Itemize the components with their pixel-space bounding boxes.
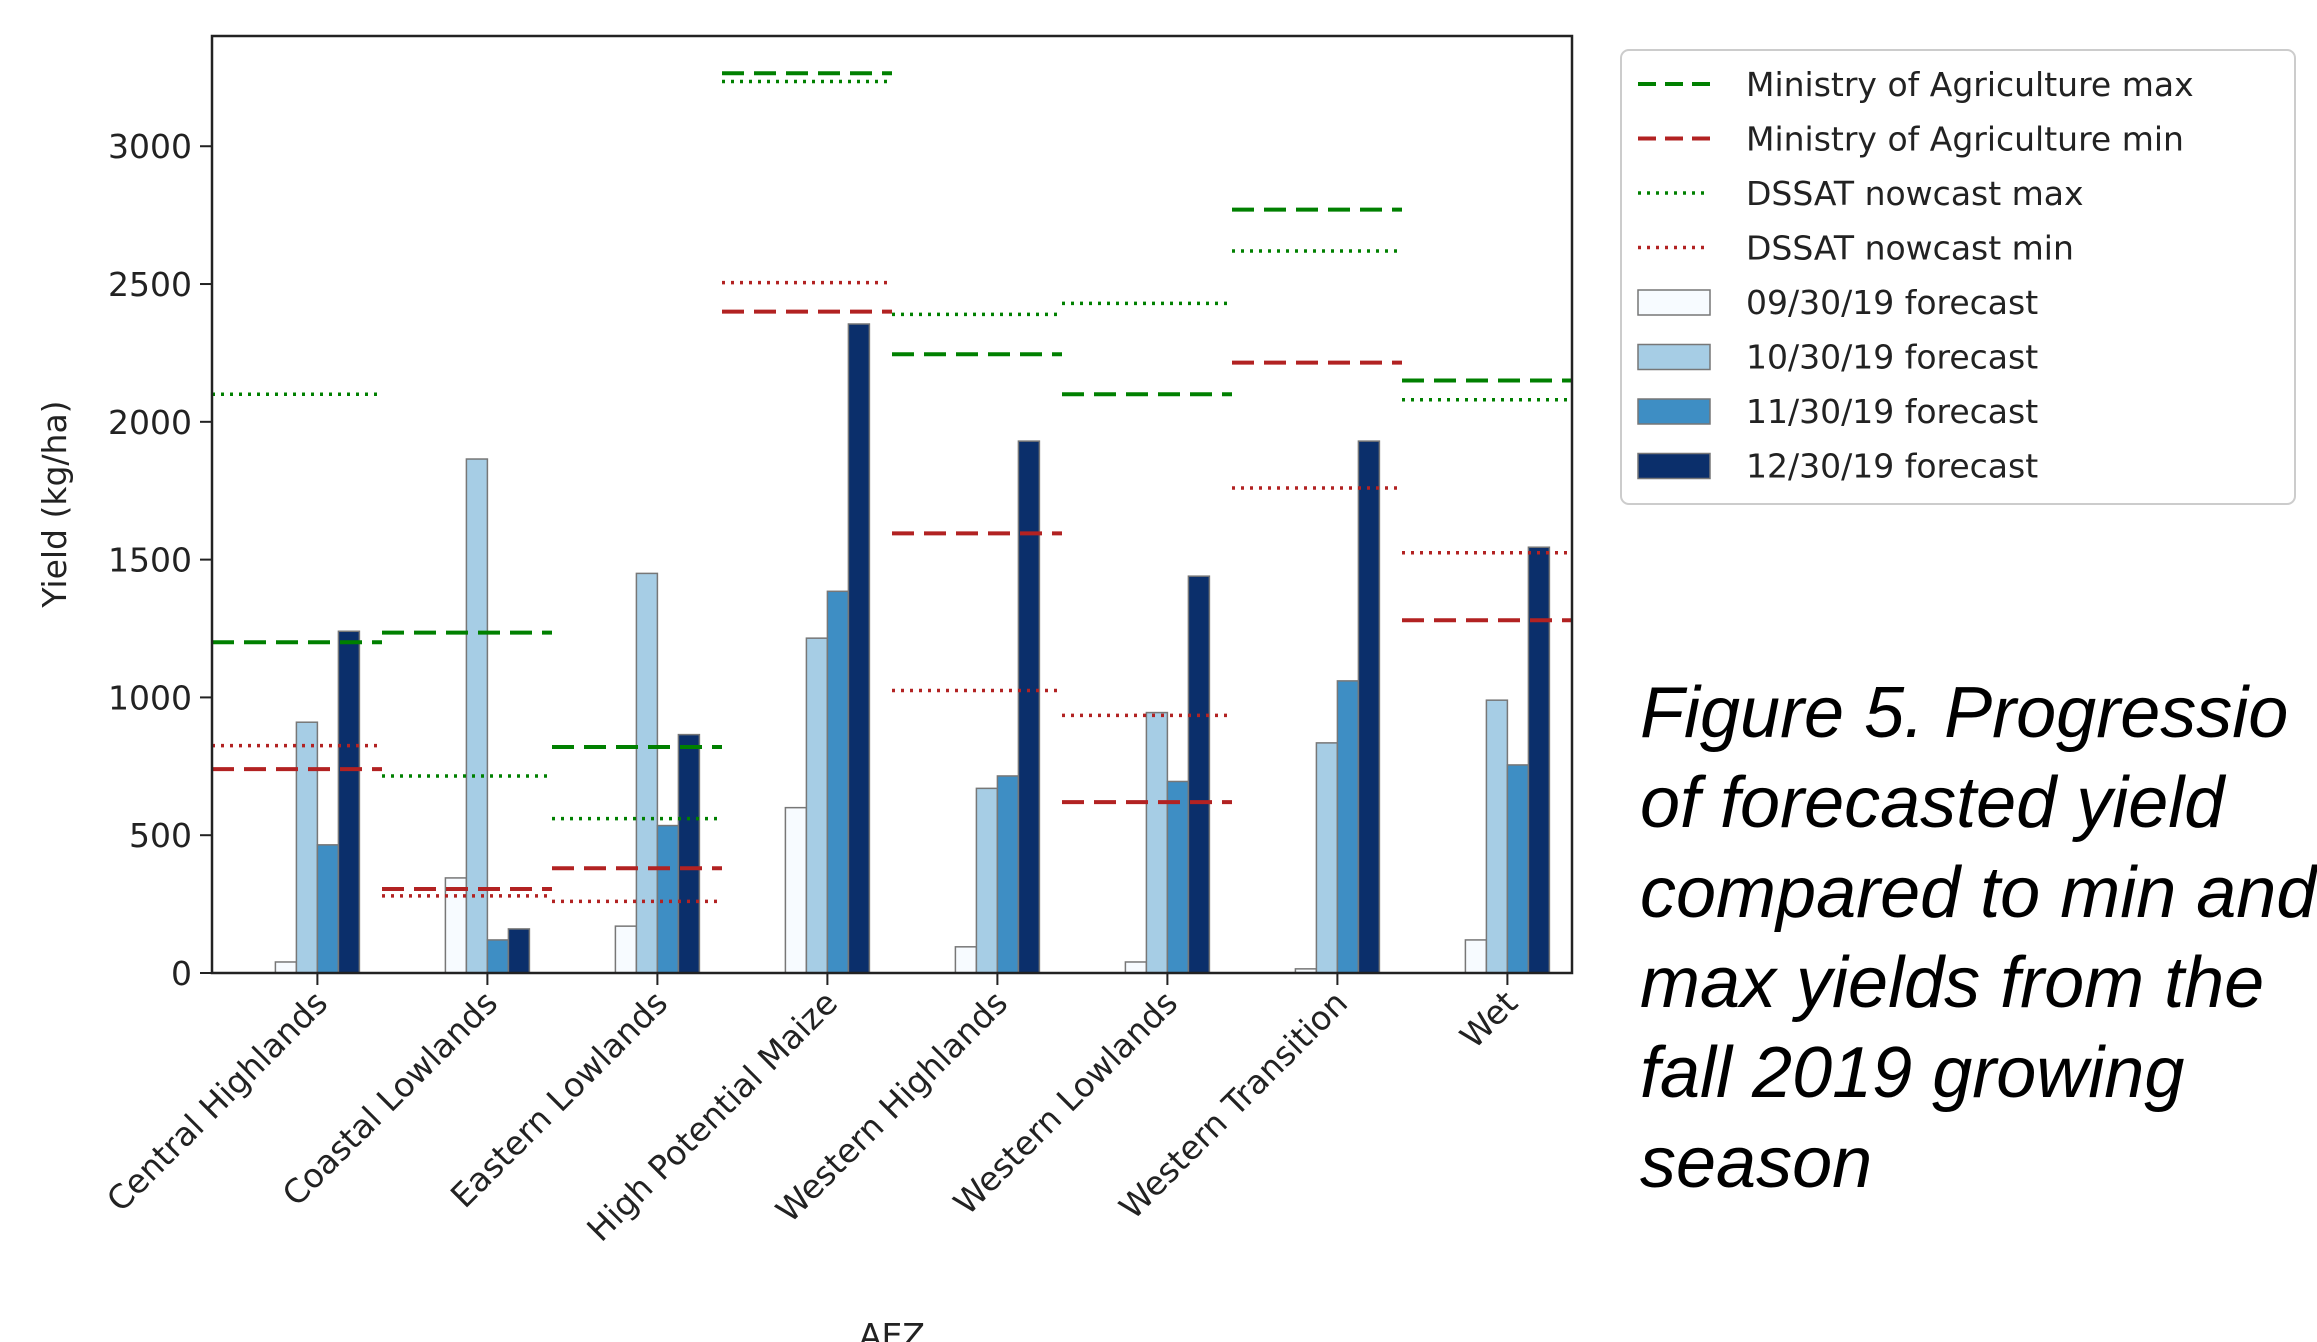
legend-label-1: Ministry of Agriculture max bbox=[1746, 65, 2194, 104]
bar-4-5 bbox=[1017, 440, 1041, 974]
bar-4-3 bbox=[677, 733, 701, 974]
bar-2-5 bbox=[975, 787, 999, 974]
bar-2-1 bbox=[295, 721, 319, 974]
bar-2-8 bbox=[1485, 699, 1509, 974]
legend-swatch-6 bbox=[1637, 343, 1711, 371]
bar-4-4 bbox=[847, 323, 871, 974]
bar-2-7 bbox=[1315, 742, 1339, 974]
bar-4-6 bbox=[1187, 575, 1211, 974]
plot-frame bbox=[210, 34, 1574, 975]
legend-swatch-5 bbox=[1637, 289, 1711, 316]
y-axis-label: Yield (kg/ha) bbox=[35, 400, 74, 608]
y-tick-label-2: 500 bbox=[129, 816, 192, 855]
y-tick-label-1: 0 bbox=[171, 954, 192, 993]
legend: Ministry of Agriculture max Ministry of A… bbox=[1620, 49, 2296, 505]
bar-4-1 bbox=[337, 630, 361, 974]
legend-label-3: DSSAT nowcast max bbox=[1746, 174, 2084, 213]
x-axis-label: AEZ bbox=[859, 1316, 925, 1342]
bar-3-1 bbox=[316, 844, 340, 974]
legend-label-2: Ministry of Agriculture min bbox=[1746, 120, 2184, 159]
bar-3-7 bbox=[1336, 680, 1360, 974]
y-tick-label-7: 3000 bbox=[108, 127, 192, 166]
bar-4-2 bbox=[507, 928, 531, 974]
bar-2-3 bbox=[635, 572, 659, 974]
reference-lines-layer bbox=[212, 71, 1572, 904]
bar-1-8 bbox=[1464, 939, 1488, 974]
bar-3-6 bbox=[1166, 780, 1190, 974]
legend-swatch-7 bbox=[1637, 398, 1711, 425]
bar-2-6 bbox=[1145, 711, 1169, 974]
bar-1-1 bbox=[274, 961, 298, 974]
legend-label-8: 12/30/19 forecast bbox=[1746, 447, 2038, 486]
bar-3-2 bbox=[486, 939, 510, 974]
x-tick-label-8: Wet bbox=[1452, 983, 1525, 1056]
bar-3-3 bbox=[656, 824, 680, 974]
legend-label-4: DSSAT nowcast min bbox=[1746, 229, 2074, 268]
y-tick-label-6: 2500 bbox=[108, 265, 192, 304]
legend-label-6: 10/30/19 forecast bbox=[1746, 338, 2038, 377]
bar-4-7 bbox=[1357, 440, 1381, 974]
bar-1-2 bbox=[444, 877, 468, 974]
bar-3-4 bbox=[826, 590, 850, 974]
legend-frame bbox=[1620, 49, 2296, 505]
legend-swatch-8 bbox=[1637, 452, 1711, 480]
bar-4-8 bbox=[1527, 546, 1551, 974]
bar-1-4 bbox=[784, 806, 808, 974]
figure-caption: Figure 5. Progressio of forecasted yield… bbox=[1640, 673, 2317, 1203]
bar-3-8 bbox=[1506, 764, 1530, 974]
y-tick-label-3: 1000 bbox=[108, 678, 192, 717]
bar-1-6 bbox=[1124, 961, 1148, 974]
y-axis: 0 500 1000 1500 2000 2500 3000 bbox=[108, 127, 212, 993]
bar-3-5 bbox=[996, 775, 1020, 974]
legend-label-7: 11/30/19 forecast bbox=[1746, 392, 2038, 431]
y-tick-label-4: 1500 bbox=[108, 541, 192, 580]
bar-2-4 bbox=[805, 637, 829, 974]
bar-1-5 bbox=[954, 946, 978, 974]
bar-1-3 bbox=[614, 925, 638, 974]
legend-label-5: 09/30/19 forecast bbox=[1746, 283, 2038, 322]
y-tick-label-5: 2000 bbox=[108, 403, 192, 442]
bars-layer bbox=[274, 323, 1551, 974]
bar-2-2 bbox=[465, 458, 489, 974]
